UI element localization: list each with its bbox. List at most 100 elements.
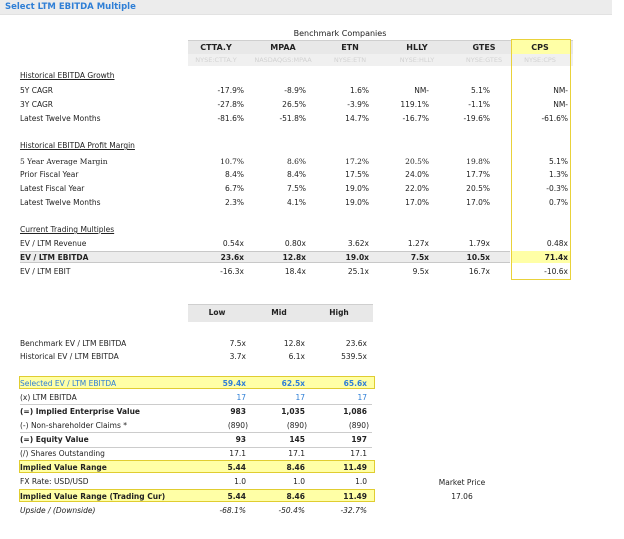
ticker-hlly: NYSE:HLLY [399, 56, 435, 64]
cell: -81.6% [217, 114, 244, 123]
cell: -19.6% [463, 114, 490, 123]
cell: 0.54x [222, 239, 244, 248]
cell-cps: -0.3% [546, 184, 568, 193]
cell: 23.6x [220, 253, 244, 262]
selected-ev-high-input[interactable]: 65.6x [343, 379, 367, 388]
scenario-cell-low: -68.1% [219, 506, 246, 515]
ticker-cps: NYSE:CPS [524, 56, 556, 64]
section-multiples-label: Current Trading Multiples [20, 225, 115, 234]
cell: 20.5% [466, 184, 490, 193]
cell: 7.5x [410, 253, 429, 262]
cell: -16.3x [220, 267, 244, 276]
cell: 8.6% [286, 157, 306, 166]
scenario-cell-mid: 145 [289, 435, 305, 444]
scenario-cell-low: 983 [230, 407, 246, 416]
cell: 19.0% [345, 184, 369, 193]
row-label: EV / LTM Revenue [20, 239, 87, 248]
market-price-label: Market Price [438, 478, 486, 487]
scenario-row-label: Benchmark EV / LTM EBITDA [20, 339, 127, 348]
scenario-cell-low: 1.0 [234, 477, 246, 486]
cell: 1.79x [468, 239, 490, 248]
cell: 26.5% [282, 100, 306, 109]
cell-cps: NM- [553, 100, 568, 109]
scenario-cell-high: 197 [351, 435, 367, 444]
selected-ev-low-input[interactable]: 59.4x [222, 379, 246, 388]
scenario-row-label: FX Rate: USD/USD [20, 477, 89, 486]
divider [20, 404, 372, 405]
cell: -27.8% [217, 100, 244, 109]
ltm-ebitda-high-input[interactable]: 17 [357, 393, 367, 402]
row-label: EV / LTM EBIT [20, 267, 71, 276]
cell: 22.0% [405, 184, 429, 193]
cell: 8.4% [224, 170, 244, 179]
scenario-cell-high: 17.1 [350, 449, 367, 458]
scenario-row-label: (=) Equity Value [20, 435, 89, 444]
ticker-gtes: NYSE:GTES [465, 56, 503, 64]
cell: NM- [414, 86, 429, 95]
highlight-selected-ev [19, 376, 375, 389]
scenario-cell-mid: 17.1 [288, 449, 305, 458]
divider [20, 432, 372, 433]
col-header-etn: ETN [341, 43, 359, 52]
ticker-etn: NYSE:ETN [333, 56, 367, 64]
ltm-ebitda-low-input[interactable]: 17 [236, 393, 246, 402]
row-label: 5Y CAGR [20, 86, 53, 95]
scenario-header-mid: Mid [271, 308, 287, 317]
scenario-cell-mid: -50.4% [278, 506, 305, 515]
divider [20, 447, 372, 448]
highlight-row-ev-ebitda [20, 251, 510, 263]
row-label: Prior Fiscal Year [20, 170, 79, 179]
highlight-implied-value-trading [19, 489, 375, 502]
cell: 8.4% [286, 170, 306, 179]
row-label: EV / LTM EBITDA [20, 253, 89, 262]
cell: 7.5% [286, 184, 306, 193]
scenario-cell-mid: 12.8x [283, 339, 305, 348]
cell-cps: -10.6x [544, 267, 568, 276]
cell: 19.0% [345, 198, 369, 207]
row-label: 3Y CAGR [20, 100, 53, 109]
cell: -1.1% [468, 100, 490, 109]
scenario-header-low: Low [208, 308, 226, 317]
scenario-row-label: Implied Value Range (Trading Cur) [20, 492, 166, 501]
scenario-cell-high: 539.5x [341, 352, 367, 361]
scenario-cell-mid: 8.46 [286, 492, 305, 501]
cell: 17.2% [345, 157, 369, 166]
cell: 2.3% [224, 198, 244, 207]
cell-cps: NM- [553, 86, 568, 95]
cell: 0.80x [284, 239, 306, 248]
col-header-cps: CPS [531, 43, 549, 52]
ticker-mpaa: NASDAQGS:MPAA [254, 56, 312, 64]
scenario-cell-low: 93 [235, 435, 246, 444]
cell: 119.1% [400, 100, 429, 109]
ticker-ctta: NYSE:CTTA.Y [195, 56, 237, 64]
scenario-row-label: (x) LTM EBITDA [20, 393, 77, 402]
cell: -16.7% [402, 114, 429, 123]
scenario-cell-low: 3.7x [229, 352, 246, 361]
cell: 20.5% [405, 157, 429, 166]
scenario-cell-high: 1.0 [355, 477, 367, 486]
page-title: Select LTM EBITDA Multiple [5, 2, 136, 12]
scenario-row-label: Upside / (Downside) [20, 506, 96, 515]
highlight-implied-value [19, 460, 375, 473]
row-label: Latest Twelve Months [20, 114, 101, 123]
cell: 25.1x [347, 267, 369, 276]
cell: -51.8% [279, 114, 306, 123]
scenario-cell-mid: 1,035 [281, 407, 305, 416]
ltm-ebitda-mid-input[interactable]: 17 [295, 393, 305, 402]
cell: 10.5x [466, 253, 490, 262]
cell-cps: 5.1% [548, 157, 568, 166]
scenario-cell-low: (890) [227, 421, 248, 430]
scenario-cell-low: 7.5x [229, 339, 246, 348]
row-label: 5 Year Average Margin [20, 157, 108, 166]
scenario-cell-mid: (890) [286, 421, 307, 430]
cell: 5.1% [470, 86, 490, 95]
scenario-cell-low: 5.44 [227, 492, 246, 501]
selected-ev-mid-input[interactable]: 62.5x [281, 379, 305, 388]
cell: 18.4x [284, 267, 306, 276]
scenario-header-band [188, 304, 373, 322]
cell: 1.27x [407, 239, 429, 248]
market-price-value: 17.06 [451, 492, 473, 501]
benchmark-title: Benchmark Companies [293, 29, 387, 38]
cps-highlight-ev-ebitda [512, 251, 570, 263]
cell-cps: 0.48x [546, 239, 568, 248]
